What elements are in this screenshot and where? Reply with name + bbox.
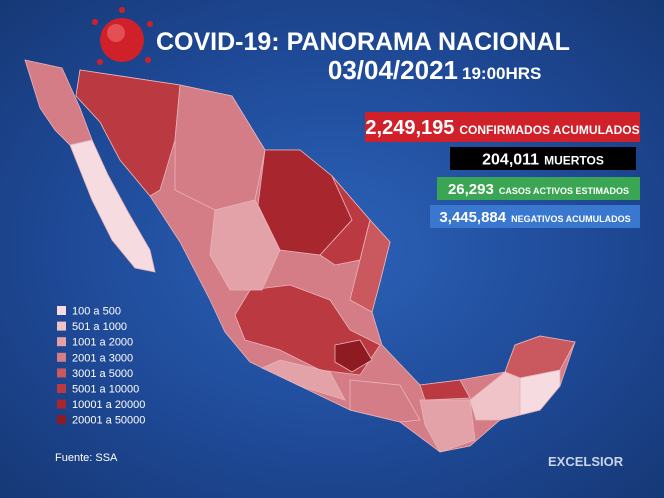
legend-swatch bbox=[57, 306, 66, 315]
stat-value: 2,249,195 bbox=[365, 117, 454, 139]
legend-swatch bbox=[57, 337, 66, 347]
chiapas bbox=[419, 399, 476, 453]
legend-label: 20001 a 50000 bbox=[72, 415, 145, 427]
legend-label: 3001 a 5000 bbox=[72, 368, 133, 380]
cdmx bbox=[334, 339, 373, 373]
legend: 100 a 500 501 a 1000 1001 a 2000 2001 a 300… bbox=[57, 306, 145, 427]
tamaulipas bbox=[349, 219, 391, 313]
stat-label: CASOS ACTIVOS ESTIMADOS bbox=[499, 186, 629, 196]
legend-swatch bbox=[57, 368, 66, 378]
stat-text: 204,011 MUERTOS bbox=[482, 151, 604, 168]
globe-icon bbox=[92, 7, 153, 65]
stats: 2,249,195 CONFIRMADOS ACUMULADOS 204,011 MU… bbox=[365, 112, 640, 228]
stat-text: 26,293 CASOS ACTIVOS ESTIMADOS bbox=[448, 181, 629, 198]
stat-value: 26,293 bbox=[448, 181, 494, 198]
legend-label: 1001 a 2000 bbox=[72, 337, 133, 349]
stat-text: 3,445,884 NEGATIVOS ACUMULADOS bbox=[439, 209, 630, 226]
stat-label: MUERTOS bbox=[544, 153, 604, 167]
baja-sur bbox=[69, 139, 156, 273]
stat-text: 2,249,195 CONFIRMADOS ACUMULADOS bbox=[365, 117, 639, 139]
time: 19:00HRS bbox=[462, 64, 541, 83]
brand: EXCELSIOR bbox=[548, 454, 624, 469]
map bbox=[24, 59, 576, 453]
source: Fuente: SSA bbox=[55, 452, 118, 464]
legend-swatch bbox=[57, 321, 66, 331]
oaxaca bbox=[349, 379, 421, 423]
legend-label: 5001 a 10000 bbox=[72, 384, 139, 396]
stat-box bbox=[450, 147, 636, 170]
legend-label: 2001 a 3000 bbox=[72, 352, 133, 364]
campeche bbox=[469, 371, 521, 421]
stat-value: 3,445,884 bbox=[439, 209, 506, 226]
stat-box bbox=[365, 112, 640, 142]
chihuahua bbox=[174, 84, 266, 211]
quintana-roo bbox=[519, 369, 561, 416]
stat-value: 204,011 bbox=[482, 151, 539, 168]
stat-box bbox=[430, 205, 640, 228]
tabasco bbox=[419, 379, 471, 401]
legend-label: 501 a 1000 bbox=[72, 321, 127, 333]
legend-swatch bbox=[57, 399, 66, 409]
legend-swatch bbox=[57, 415, 66, 425]
zacatecas bbox=[209, 199, 281, 291]
date: 03/04/2021 bbox=[328, 55, 458, 85]
legend-label: 10001 a 20000 bbox=[72, 399, 145, 411]
legend-label: 100 a 500 bbox=[72, 306, 121, 318]
stat-label: NEGATIVOS ACUMULADOS bbox=[511, 214, 631, 224]
legend-swatch bbox=[57, 352, 66, 362]
stat-label: CONFIRMADOS ACUMULADOS bbox=[459, 123, 639, 137]
title: COVID-19: PANORAMA NACIONAL bbox=[156, 28, 570, 56]
stat-box bbox=[437, 177, 640, 200]
legend-swatch bbox=[57, 384, 66, 393]
guerrero bbox=[261, 359, 346, 401]
